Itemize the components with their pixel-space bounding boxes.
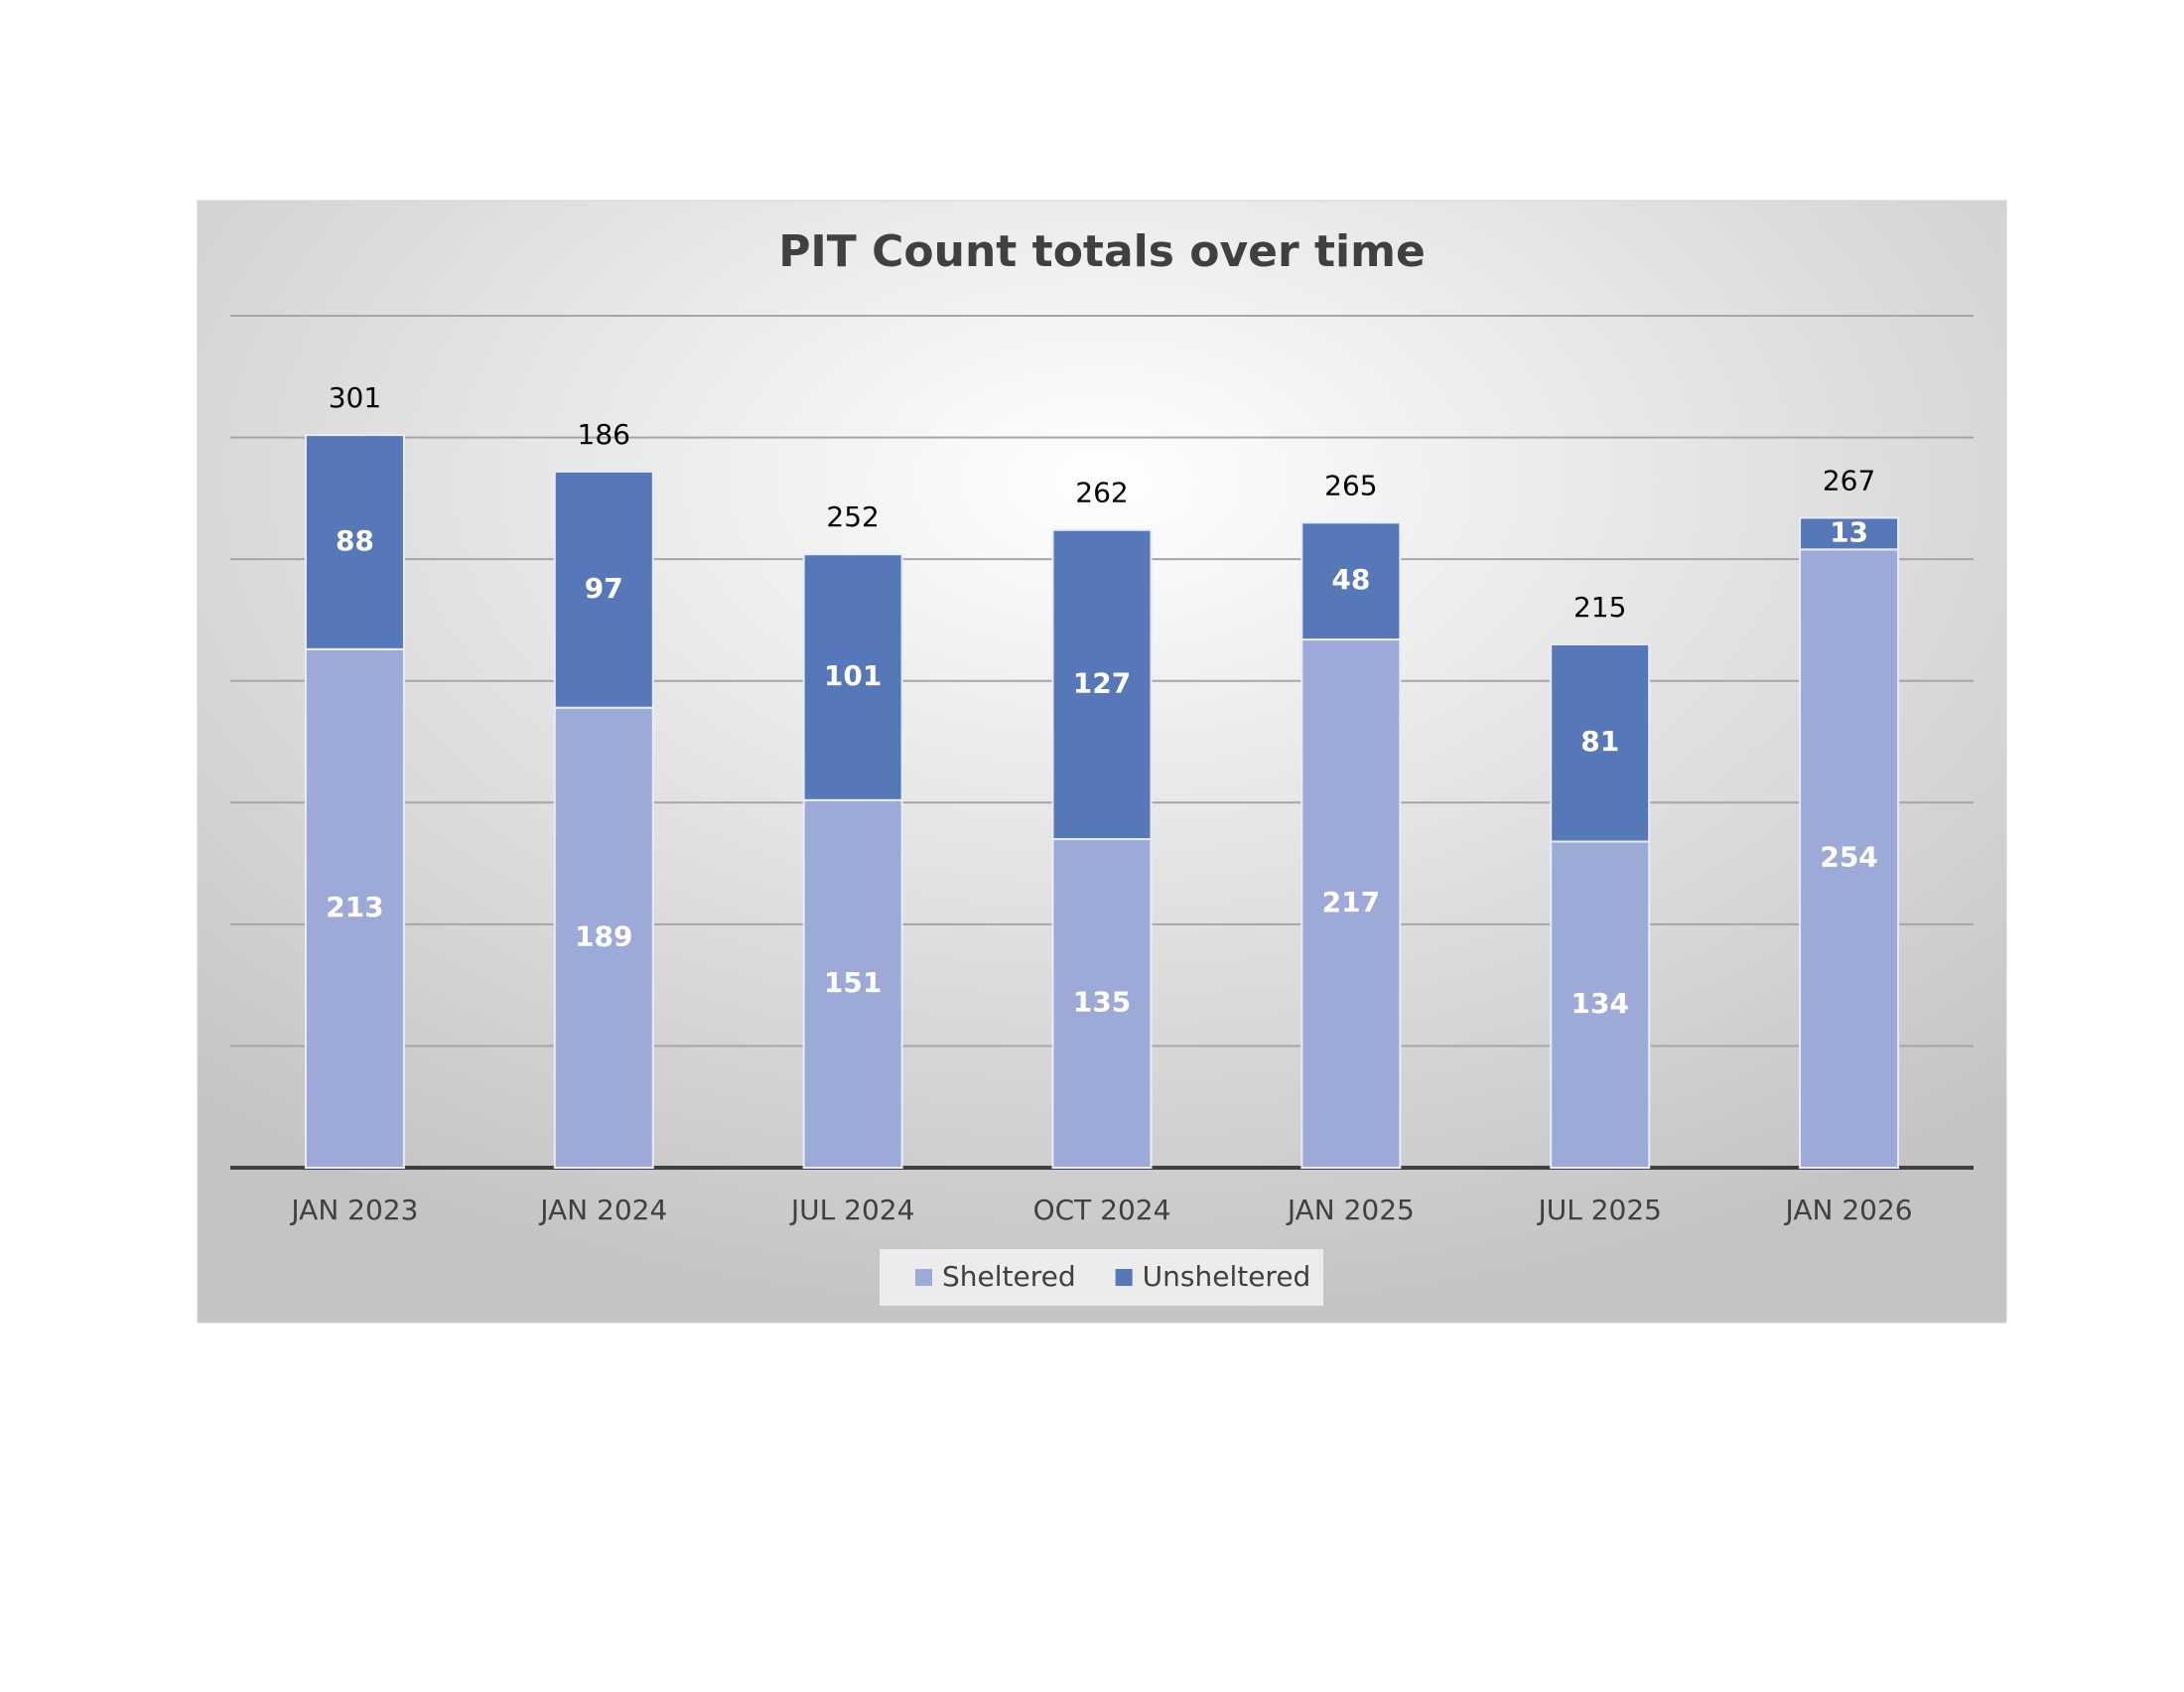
value-label: 213 — [326, 891, 383, 923]
value-label: 135 — [1073, 986, 1131, 1019]
total-label: 265 — [1324, 469, 1377, 501]
legend-swatch — [1115, 1269, 1133, 1286]
value-label: 254 — [1820, 841, 1877, 874]
bar-segment — [304, 434, 405, 650]
bar-segment — [1051, 838, 1153, 1169]
bar-segment — [1300, 521, 1402, 641]
x-tick-label: JAN 2023 — [289, 1194, 418, 1226]
value-label: 97 — [585, 572, 623, 605]
value-label: 151 — [824, 966, 882, 999]
legend-label: Sheltered — [942, 1260, 1076, 1293]
x-tick-label: OCT 2024 — [1033, 1194, 1171, 1226]
value-label: 101 — [824, 659, 882, 692]
x-tick-label: JAN 2026 — [1784, 1194, 1913, 1226]
value-label: 88 — [336, 524, 374, 557]
total-label: 262 — [1075, 477, 1128, 509]
total-label: 186 — [578, 418, 630, 451]
value-label: 48 — [1331, 563, 1370, 596]
bar-segment — [1051, 528, 1153, 841]
value-label: 81 — [1580, 725, 1619, 758]
chart-title: PIT Count totals over time — [778, 226, 1426, 277]
x-tick-label: JAN 2025 — [1286, 1194, 1415, 1226]
x-tick-label: JAN 2024 — [538, 1194, 667, 1226]
bar-segment — [1799, 548, 1900, 1169]
value-label: 13 — [1830, 515, 1868, 548]
total-label: 252 — [826, 500, 879, 533]
bar-segment — [1799, 516, 1900, 551]
bar-segment — [1300, 638, 1402, 1169]
total-label: 215 — [1573, 591, 1626, 624]
legend-swatch — [915, 1269, 932, 1286]
x-tick-label: JUL 2024 — [789, 1194, 915, 1226]
value-label: 217 — [1322, 886, 1380, 918]
bar-segment — [1550, 642, 1651, 843]
value-label: 134 — [1570, 987, 1628, 1020]
value-label: 127 — [1073, 666, 1131, 699]
x-tick-label: JUL 2025 — [1536, 1194, 1662, 1226]
legend-label: Unsheltered — [1143, 1260, 1311, 1293]
value-label: 189 — [575, 919, 632, 952]
total-label: 267 — [1823, 464, 1875, 496]
bar-segment — [802, 553, 903, 801]
bar-segment — [1550, 840, 1651, 1169]
total-label: 301 — [329, 381, 381, 414]
legend-box — [880, 1249, 1323, 1306]
bar-segment — [802, 798, 903, 1169]
bar-segment — [553, 470, 654, 709]
